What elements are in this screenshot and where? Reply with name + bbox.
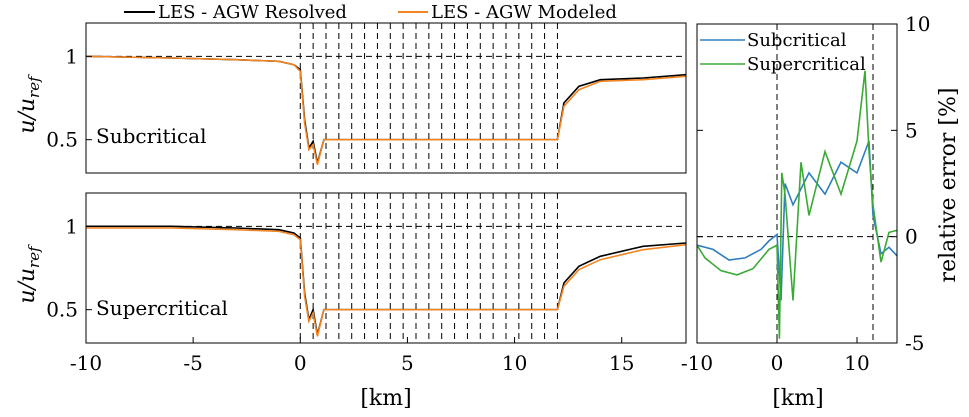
top-legend: LES - AGW Resolved LES - AGW Modeled — [124, 2, 617, 23]
svg-text:u/uref: u/uref — [15, 244, 43, 304]
right-ytick-label-3: 10 — [905, 12, 930, 36]
top_left-series-1 — [86, 55, 686, 165]
xlabel-right: [km] — [772, 386, 823, 411]
bottom_left-xtick-label-1: -5 — [183, 351, 202, 375]
right-plot: -5 0 5 10 -10 0 10 — [681, 12, 931, 375]
bottom_left-xtick-label-3: 5 — [401, 351, 414, 375]
svg-text:u/uref: u/uref — [15, 74, 43, 134]
right-legend: Subcritical Supercritical — [700, 30, 866, 75]
top_left-ytick-label-1: 1 — [65, 44, 78, 68]
bottom-left-plot: 0.5 1 -10 -5 0 5 10 15 — [46, 192, 687, 375]
right-xtick-label-0: -10 — [681, 351, 713, 375]
ylabel-bottom: u/uref — [15, 244, 43, 304]
right-frame — [696, 23, 898, 344]
legend-resolved: LES - AGW Resolved — [158, 2, 347, 23]
legend-subcritical: Subcritical — [747, 30, 847, 51]
top-left-plot: 0.51 — [46, 22, 687, 174]
bottom_left-xtick-label-4: 10 — [502, 351, 527, 375]
bottom_left-frame — [85, 192, 687, 344]
bottom_left-xtick-label-0: -10 — [70, 351, 102, 375]
bottom_left-xtick-label-2: 0 — [294, 351, 307, 375]
panel-label-subcritical: Subcritical — [96, 124, 207, 148]
legend-modeled: LES - AGW Modeled — [431, 2, 617, 23]
top_left-frame — [85, 22, 687, 174]
bottom_left-ytick-label-0: 0.5 — [46, 298, 78, 322]
right-xtick-label-1: 0 — [771, 351, 784, 375]
right-ytick-label-0: -5 — [905, 331, 924, 355]
bottom_left-xtick-label-5: 15 — [609, 351, 634, 375]
top_left-ytick-label-0: 0.5 — [46, 128, 78, 152]
ylabel-right: relative error [%] — [936, 88, 961, 283]
bottom_left-series-1 — [86, 227, 686, 337]
ylabel-top: u/uref — [15, 74, 43, 134]
bottom_left-ytick-label-1: 1 — [65, 214, 78, 238]
right-xtick-label-2: 10 — [844, 351, 869, 375]
legend-supercritical: Supercritical — [747, 54, 866, 75]
right-series-1 — [697, 70, 897, 339]
panel-label-supercritical: Supercritical — [96, 296, 228, 320]
right-series-0 — [697, 140, 897, 301]
xlabel-left: [km] — [360, 386, 411, 411]
right-ytick-label-1: 0 — [905, 225, 918, 249]
right-ytick-label-2: 5 — [905, 118, 918, 142]
